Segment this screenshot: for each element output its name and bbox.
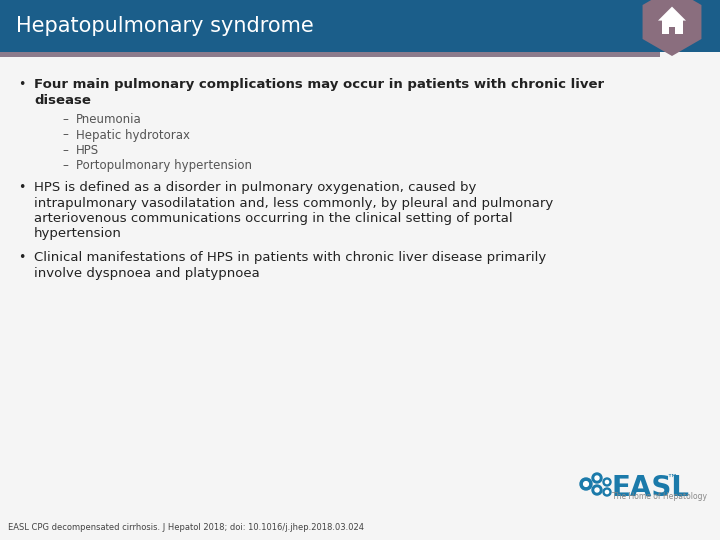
Circle shape [603, 488, 611, 496]
Circle shape [606, 481, 608, 484]
FancyBboxPatch shape [662, 20, 683, 34]
Text: disease: disease [34, 93, 91, 106]
Text: Clinical manifestations of HPS in patients with chronic liver disease primarily: Clinical manifestations of HPS in patien… [34, 251, 546, 264]
Text: EASL: EASL [612, 474, 690, 502]
Text: •: • [18, 181, 25, 194]
Circle shape [595, 488, 599, 492]
Circle shape [606, 490, 608, 494]
FancyBboxPatch shape [0, 0, 720, 52]
Polygon shape [642, 0, 701, 56]
Circle shape [584, 482, 588, 487]
Text: hypertension: hypertension [34, 227, 122, 240]
Text: HPS: HPS [76, 144, 99, 157]
Text: ™: ™ [666, 474, 677, 484]
Text: The Home of Hepatology: The Home of Hepatology [612, 492, 707, 501]
Text: arteriovenous communications occurring in the clinical setting of portal: arteriovenous communications occurring i… [34, 212, 513, 225]
Text: Hepatic hydrotorax: Hepatic hydrotorax [76, 129, 190, 141]
Text: –: – [62, 113, 68, 126]
Text: HPS is defined as a disorder in pulmonary oxygenation, caused by: HPS is defined as a disorder in pulmonar… [34, 181, 477, 194]
Text: involve dyspnoea and platypnoea: involve dyspnoea and platypnoea [34, 267, 260, 280]
FancyBboxPatch shape [669, 27, 675, 34]
Circle shape [580, 478, 592, 490]
Text: –: – [62, 159, 68, 172]
Text: •: • [18, 251, 25, 264]
Text: Hepatopulmonary syndrome: Hepatopulmonary syndrome [16, 16, 314, 36]
Text: –: – [62, 129, 68, 141]
Text: •: • [18, 78, 25, 91]
Polygon shape [658, 6, 686, 21]
Text: Four main pulmonary complications may occur in patients with chronic liver: Four main pulmonary complications may oc… [34, 78, 604, 91]
Circle shape [595, 476, 599, 480]
Circle shape [592, 473, 602, 483]
Text: intrapulmonary vasodilatation and, less commonly, by pleural and pulmonary: intrapulmonary vasodilatation and, less … [34, 197, 553, 210]
Text: EASL CPG decompensated cirrhosis. J Hepatol 2018; doi: 10.1016/j.jhep.2018.03.02: EASL CPG decompensated cirrhosis. J Hepa… [8, 523, 364, 532]
FancyBboxPatch shape [0, 52, 660, 57]
Text: Portopulmonary hypertension: Portopulmonary hypertension [76, 159, 252, 172]
Circle shape [592, 485, 602, 495]
Text: Pneumonia: Pneumonia [76, 113, 142, 126]
Text: –: – [62, 144, 68, 157]
Circle shape [603, 478, 611, 486]
